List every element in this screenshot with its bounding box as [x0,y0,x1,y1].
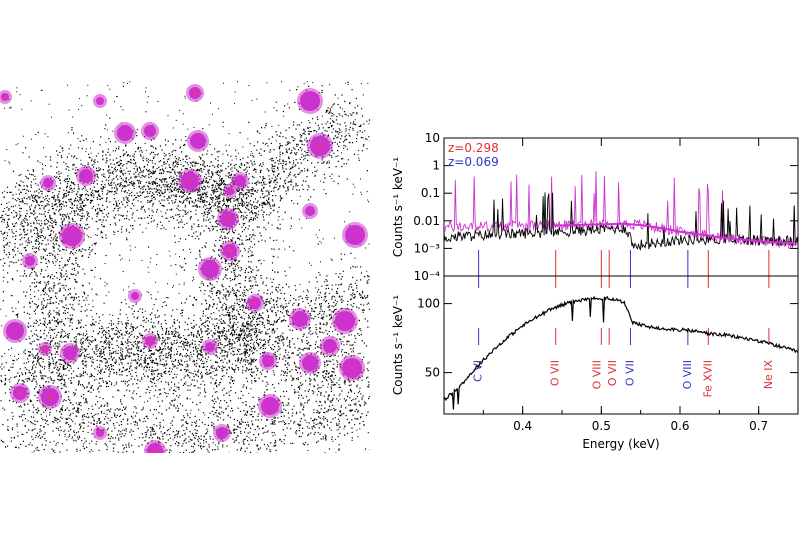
xlabel: Energy (keV) [582,437,659,451]
halo-core [302,355,318,371]
line-label: O VIII [681,360,694,389]
xtick-label: 0.7 [749,419,768,433]
halo-core [261,397,279,415]
line-label: Ne IX [762,360,775,390]
halo-center [226,217,230,221]
halo-center [43,347,47,351]
halo-core [147,443,163,453]
bottom-ylabel: Counts s⁻¹ keV⁻¹ [391,295,405,395]
halo-center [3,95,7,99]
halo-core [262,355,274,367]
series-z0069 [443,192,799,251]
xtick-label: 0.5 [592,419,611,433]
halo-center [350,366,354,370]
halo-core [201,260,219,278]
simulation-image [0,81,370,453]
halo-core [205,342,215,352]
halo-core [234,175,246,187]
ytick-label: 0.01 [413,214,440,228]
series-z0298 [443,171,799,249]
halo-core [43,178,53,188]
halo-center [253,301,257,305]
halo-core [117,125,133,141]
halo-center [318,144,322,148]
ytick-label: 1 [432,159,440,173]
ytick-label: 10⁻³ [414,241,441,255]
halo-center [48,395,52,399]
halo-center [148,339,152,343]
line-label: O VIII [590,360,603,389]
source-halos [0,84,368,453]
line-label: C VI [472,360,485,382]
halo-center [18,391,22,395]
halo-core [96,429,104,437]
line-label: O VII [623,360,636,386]
line-label: Fe XVII [701,360,714,398]
model-curve [554,222,797,245]
halo-core [144,125,156,137]
halo-center [188,179,192,183]
ytick-label: 0.1 [421,186,440,200]
halo-core [63,346,77,360]
halo-core [96,97,104,105]
xtick-label: 0.4 [513,419,532,433]
top-ylabel: Counts s⁻¹ keV⁻¹ [391,157,405,257]
halo-core [131,292,139,300]
halo-core [25,256,35,266]
xtick-label: 0.6 [670,419,689,433]
halo-center [153,449,157,453]
ytick-label: 100 [417,297,440,311]
bottom-frame [443,275,799,415]
halo-core [335,311,355,331]
halo-core [305,206,315,216]
halo-center [193,91,197,95]
halo-core [216,427,228,439]
line-label: O VII [549,360,562,386]
ytick-label: 10 [425,131,440,145]
ytick-label: 10⁻⁴ [414,269,441,283]
line-label: O VII [606,360,619,386]
halo-center [228,249,232,253]
bottom-spectrum [443,295,799,410]
bottom-panel: C VI O VII O VIII O VII O VII O VIII Fe XVII Ne… [391,275,799,451]
halo-core [79,169,93,183]
ytick-label: 50 [425,366,440,380]
halo-core [6,322,24,340]
halo-core [323,339,337,353]
halo-core [300,91,320,111]
legend-entry: z=0.298 [448,141,499,155]
legend-entry: z=0.069 [448,155,499,169]
halo-core [62,226,82,246]
halo-core [345,225,365,245]
halo-core [226,187,234,195]
halo-core [292,311,308,327]
halo-core [190,133,206,149]
